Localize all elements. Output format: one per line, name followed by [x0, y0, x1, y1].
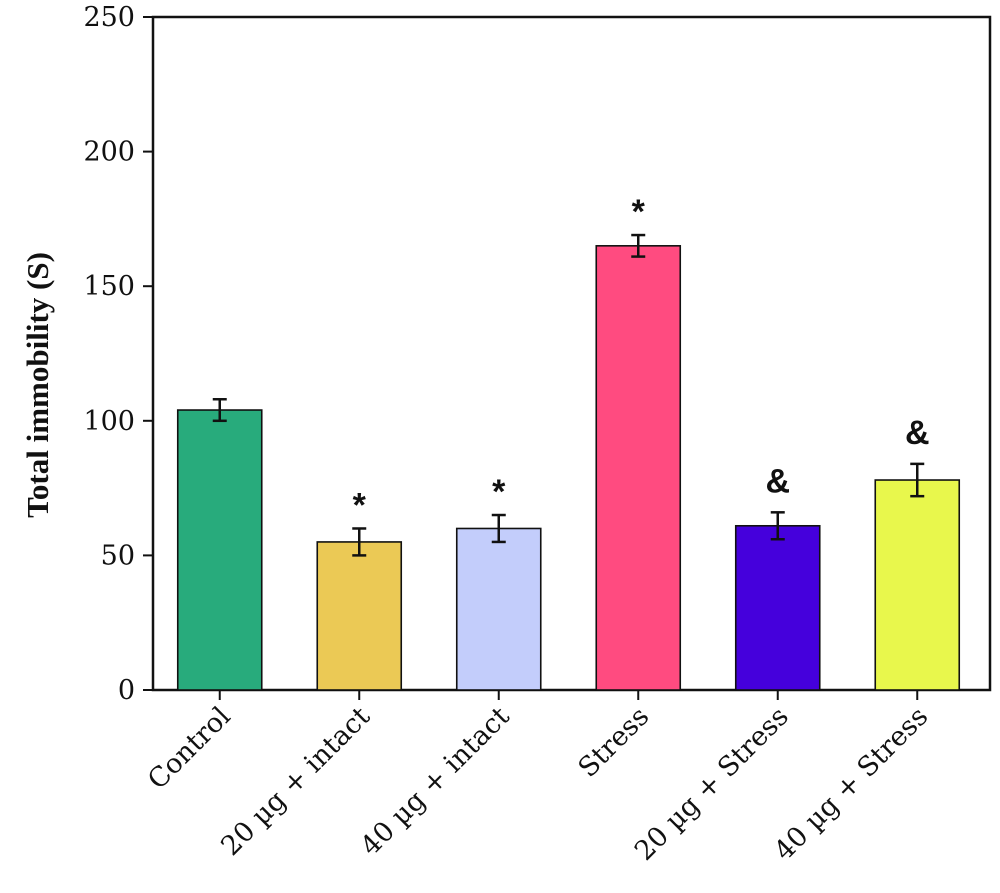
significance-marker: * [353, 486, 367, 524]
y-tick-label: 100 [83, 406, 135, 437]
x-category-label: 20 µg + Stress [629, 701, 795, 867]
bar [455, 527, 542, 691]
y-tick-label: 0 [118, 675, 135, 706]
y-axis-title: Total immobility (S) [20, 252, 55, 518]
x-category-label: 40 µg + intact [355, 701, 516, 862]
bar [595, 245, 682, 691]
significance-marker: * [492, 473, 506, 511]
significance-marker: * [632, 193, 646, 231]
significance-markers: * * * & & [353, 193, 930, 524]
significance-marker: & [905, 414, 930, 452]
plot-border [151, 15, 992, 692]
x-category-label: 20 µg + intact [215, 701, 376, 862]
bar [874, 479, 961, 691]
x-category-label: 40 µg + Stress [768, 701, 934, 867]
bar [316, 541, 403, 691]
y-tick-label: 200 [83, 137, 135, 168]
x-category-label: Control [142, 701, 237, 796]
plot-frame [151, 15, 992, 692]
y-tick-label: 250 [83, 2, 135, 33]
bars [176, 245, 961, 691]
bar [734, 524, 821, 691]
x-category-label: Stress [573, 701, 656, 784]
y-axis-ticks: 0 50 100 150 200 250 [83, 2, 153, 706]
error-bars [212, 233, 925, 557]
y-tick-label: 150 [83, 271, 135, 302]
significance-marker: & [765, 462, 790, 500]
y-tick-label: 50 [101, 540, 135, 571]
bar [176, 409, 263, 691]
